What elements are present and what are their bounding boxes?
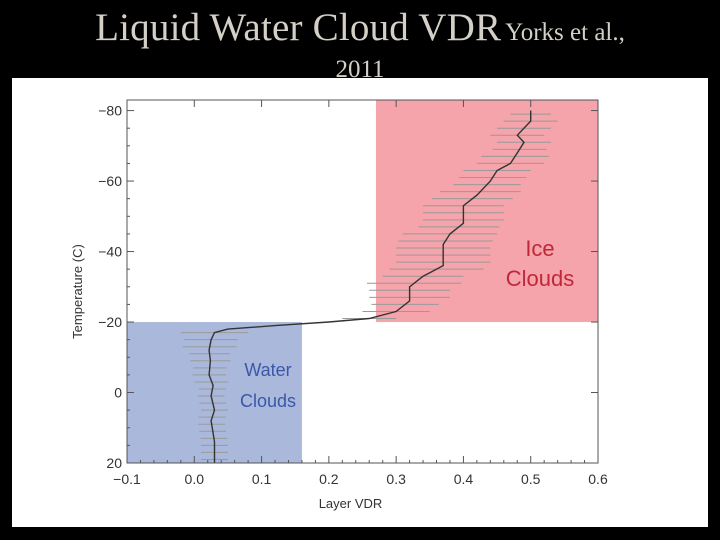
vdr-profile-line <box>208 110 532 463</box>
title-citation-text: Yorks et al., <box>505 19 625 46</box>
x-tick-label: 0.4 <box>454 471 474 487</box>
vdr-chart: Ice Clouds Water Clouds −0.1 0.0 0.1 0.2 0.3 0.4 0… <box>70 99 608 511</box>
x-tick-label: 0.6 <box>588 471 608 487</box>
title-line-1: Liquid Water Cloud VDR Yorks et al., <box>0 8 720 47</box>
y-tick-label: 0 <box>114 385 122 401</box>
x-tick-label: −0.1 <box>113 471 141 487</box>
ice-label-line-2: Clouds <box>506 266 574 291</box>
y-tick-label: −80 <box>98 103 122 119</box>
y-tick-label: −40 <box>98 244 122 260</box>
x-axis-label: Layer VDR <box>319 496 383 511</box>
y-tick-label: 20 <box>106 455 122 471</box>
x-tick-label: 0.2 <box>319 471 339 487</box>
y-tick-label: −60 <box>98 173 122 189</box>
x-tick-label: 0.3 <box>386 471 406 487</box>
title-year-text: 2011 <box>335 56 385 83</box>
figure-panel: Ice Clouds Water Clouds −0.1 0.0 0.1 0.2 0.3 0.4 0… <box>12 78 708 527</box>
ice-label-line-1: Ice <box>525 236 554 261</box>
water-label-line-2: Clouds <box>240 391 296 411</box>
title-main-text: Liquid Water Cloud VDR <box>95 6 502 49</box>
x-tick-label: 0.0 <box>185 471 205 487</box>
water-label-line-1: Water <box>244 360 291 380</box>
x-tick-label: 0.1 <box>252 471 272 487</box>
y-axis-label: Temperature (C) <box>70 244 85 339</box>
y-tick-label: −20 <box>98 314 122 330</box>
slide-title: Liquid Water Cloud VDR Yorks et al., 201… <box>0 0 720 82</box>
x-tick-label: 0.5 <box>521 471 541 487</box>
plot-frame <box>126 99 599 464</box>
